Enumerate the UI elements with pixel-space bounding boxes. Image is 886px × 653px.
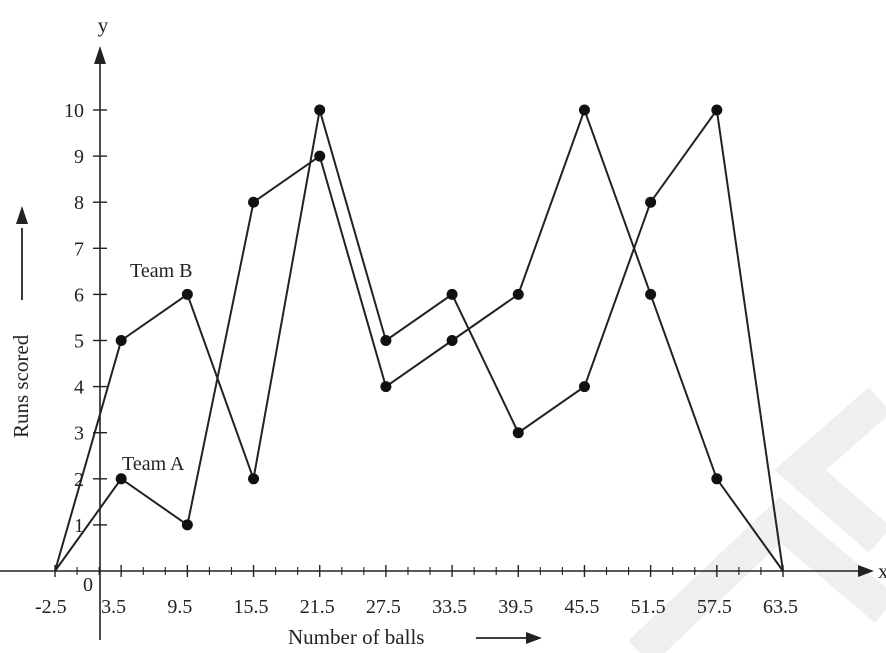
data-point-team-b	[181, 288, 193, 300]
y-tick-label: 2	[74, 469, 84, 491]
data-point-team-b	[248, 473, 260, 485]
data-point-team-b	[380, 335, 392, 346]
data-point-team-a	[115, 473, 127, 485]
x-tick-label: 9.5	[167, 596, 192, 618]
series-label-team-b: Team B	[130, 260, 192, 282]
series-points	[115, 104, 723, 531]
x-tick-label: 39.5	[498, 596, 533, 618]
x-axis-title-arrowhead	[526, 632, 542, 644]
y-axis-letter: y	[98, 13, 109, 37]
series-label-team-a: Team A	[122, 453, 185, 475]
x-tick-label: 21.5	[300, 596, 335, 618]
y-tick-label: 8	[74, 192, 84, 214]
origin-label: 0	[83, 574, 93, 596]
x-tick-label: 63.5	[763, 596, 798, 618]
x-tick-label: 3.5	[101, 596, 126, 618]
watermark	[628, 387, 886, 653]
data-point-team-a	[645, 288, 657, 300]
tick-labels: 1 2 3 4 5 6 7 8 9 10 -2.5 3.5 9.5 15.5 21.5 27.5 33.5 39.…	[35, 100, 798, 618]
x-axis-title: Number of balls	[288, 625, 424, 649]
data-point-team-a	[248, 196, 260, 208]
data-point-team-b	[446, 288, 458, 300]
series-line-team-b	[54, 107, 784, 572]
x-tick-label: 15.5	[234, 596, 269, 618]
axis-ticks	[54, 109, 784, 577]
data-point-team-b	[115, 335, 127, 346]
series-lines	[54, 107, 784, 572]
y-tick-label: 10	[64, 100, 84, 122]
data-point-team-a	[181, 519, 193, 531]
x-axis-letter: x	[878, 559, 886, 583]
y-tick-label: 6	[74, 284, 84, 306]
y-axis-title-arrowhead	[16, 206, 28, 224]
x-tick-label: 27.5	[366, 596, 401, 618]
y-tick-label: 9	[74, 146, 84, 168]
y-axis-title: Runs scored	[9, 334, 33, 438]
y-tick-label: 3	[74, 423, 84, 445]
data-point-team-a	[578, 104, 590, 116]
data-point-team-a	[380, 381, 392, 393]
y-tick-label: 7	[74, 238, 84, 260]
x-tick-label: -2.5	[35, 596, 67, 618]
data-point-team-a	[711, 473, 723, 485]
data-point-team-b	[314, 104, 326, 116]
series-line-team-a	[54, 107, 784, 572]
y-tick-label: 4	[74, 377, 84, 399]
data-point-team-a	[314, 150, 326, 162]
x-tick-label: 51.5	[631, 596, 666, 618]
x-tick-label: 45.5	[564, 596, 599, 618]
data-point-team-b	[512, 427, 524, 439]
x-axis-arrowhead	[858, 565, 874, 577]
x-tick-label: 57.5	[697, 596, 732, 618]
x-tick-label: 33.5	[432, 596, 467, 618]
y-axis-arrowhead	[94, 46, 106, 64]
data-point-team-b	[711, 104, 723, 116]
y-tick-label: 5	[74, 331, 84, 353]
y-tick-label: 1	[74, 515, 84, 537]
data-point-team-b	[578, 381, 590, 393]
data-point-team-a	[512, 288, 524, 300]
data-point-team-a	[446, 335, 458, 346]
data-point-team-b	[645, 196, 657, 208]
